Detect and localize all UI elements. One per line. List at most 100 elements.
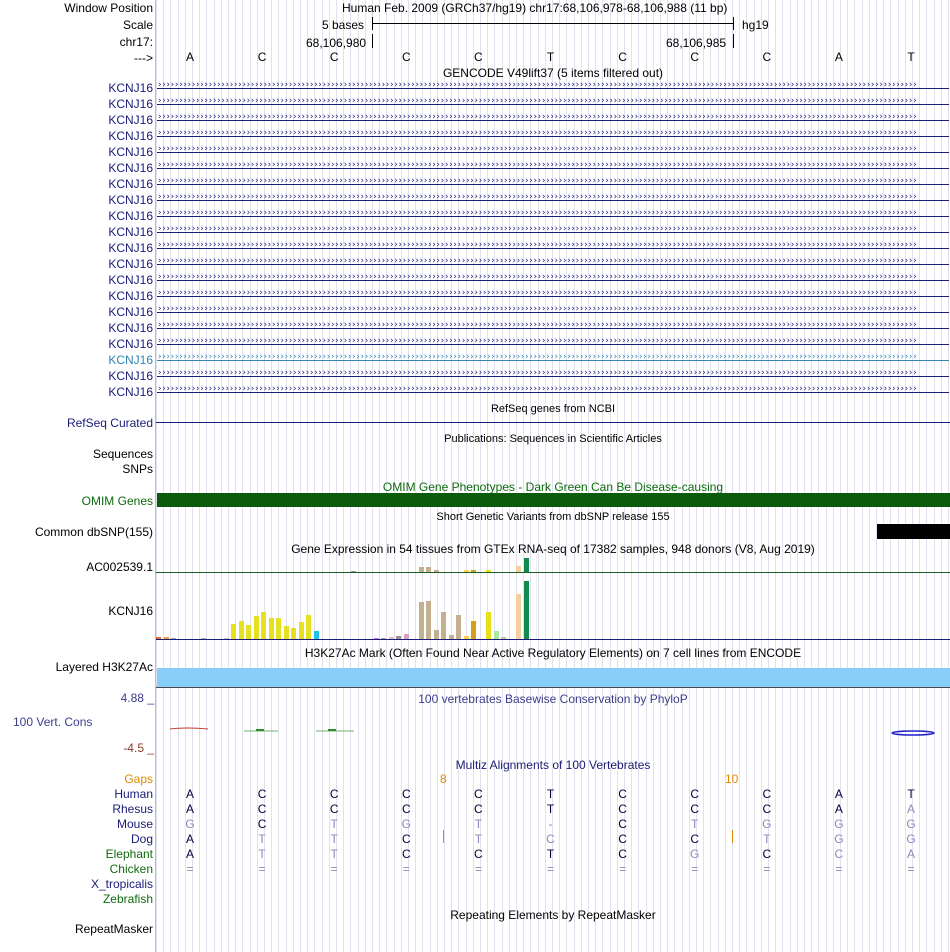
- gtex-kcnj16-bar[interactable]: [163, 636, 169, 639]
- gtex-ac002539-bar[interactable]: [418, 567, 424, 572]
- dbsnp-label[interactable]: Common dbSNP(155): [34, 525, 153, 539]
- gtex-kcnj16-bar[interactable]: [306, 615, 311, 639]
- gtex-kcnj16-bar[interactable]: [291, 628, 296, 639]
- multiz-species-label[interactable]: Human: [114, 787, 153, 801]
- gencode-transcript[interactable]: ››››››››››››››››››››››››››››››››››››››››…: [157, 112, 949, 125]
- publications-label[interactable]: Sequences: [92, 447, 153, 461]
- gencode-transcript-label[interactable]: KCNJ16: [108, 145, 153, 159]
- gtex-kcnj16-bar[interactable]: [156, 637, 161, 639]
- gtex-kcnj16-bar[interactable]: [298, 622, 304, 639]
- gtex-ac002539-bar[interactable]: [463, 569, 469, 572]
- gencode-transcript-label[interactable]: KCNJ16: [108, 209, 153, 223]
- multiz-species-label[interactable]: Zebrafish: [102, 892, 153, 906]
- gtex-kcnj16-bar[interactable]: [448, 635, 454, 639]
- gencode-transcript-label[interactable]: KCNJ16: [108, 337, 153, 351]
- gtex-kcnj16-bar[interactable]: [283, 626, 289, 639]
- gencode-transcript[interactable]: ››››››››››››››››››››››››››››››››››››››››…: [157, 224, 949, 237]
- gencode-transcript[interactable]: ››››››››››››››››››››››››››››››››››››››››…: [157, 256, 949, 269]
- gtex-kcnj16-bar[interactable]: [276, 618, 281, 639]
- gencode-transcript-label[interactable]: KCNJ16: [108, 129, 153, 143]
- gencode-transcript[interactable]: ››››››››››››››››››››››››››››››››››››››››…: [157, 384, 949, 397]
- gencode-transcript[interactable]: ››››››››››››››››››››››››››››››››››››››››…: [157, 192, 949, 205]
- gencode-transcript[interactable]: ››››››››››››››››››››››››››››››››››››››››…: [157, 336, 949, 349]
- multiz-species-label[interactable]: Chicken: [109, 862, 153, 876]
- gtex-kcnj16-bar[interactable]: [403, 634, 409, 639]
- omim-gene-bar[interactable]: [157, 493, 950, 507]
- gtex-kcnj16-bar[interactable]: [418, 601, 424, 639]
- gtex-gene-kcnj16[interactable]: KCNJ16: [108, 604, 153, 618]
- gtex-kcnj16-bar[interactable]: [201, 638, 206, 639]
- gencode-transcript[interactable]: ››››››››››››››››››››››››››››››››››››››››…: [157, 160, 949, 173]
- gencode-transcript[interactable]: ››››››››››››››››››››››››››››››››››››››››…: [157, 272, 949, 285]
- multiz-species-label[interactable]: Mouse: [116, 817, 153, 831]
- refseq-feature-line[interactable]: [156, 422, 950, 423]
- gtex-kcnj16-bar[interactable]: [373, 638, 379, 639]
- gtex-gene-ac002539[interactable]: AC002539.1: [86, 560, 153, 574]
- gencode-transcript-label[interactable]: KCNJ16: [108, 113, 153, 127]
- gtex-kcnj16-bar[interactable]: [501, 637, 506, 639]
- gtex-kcnj16-bar[interactable]: [388, 636, 394, 639]
- gencode-transcript-label[interactable]: KCNJ16: [108, 241, 153, 255]
- gencode-transcript-label[interactable]: KCNJ16: [108, 305, 153, 319]
- gtex-ac002539-bar[interactable]: [426, 567, 431, 572]
- omim-label[interactable]: OMIM Genes: [81, 494, 153, 508]
- h3k27ac-label[interactable]: Layered H3K27Ac: [55, 660, 153, 674]
- multiz-species-label[interactable]: Rhesus: [112, 802, 153, 816]
- gencode-transcript-label[interactable]: KCNJ16: [108, 177, 153, 191]
- multiz-species-label[interactable]: X_tropicalis: [90, 877, 153, 891]
- multiz-species-label[interactable]: Elephant: [105, 847, 153, 861]
- gtex-kcnj16-bar[interactable]: [238, 621, 244, 639]
- gencode-transcript[interactable]: ››››››››››››››››››››››››››››››››››››››››…: [157, 144, 949, 157]
- gencode-transcript[interactable]: ››››››››››››››››››››››››››››››››››››››››…: [157, 368, 949, 381]
- gtex-kcnj16-bar[interactable]: [523, 581, 529, 639]
- gtex-kcnj16-bar[interactable]: [381, 638, 386, 639]
- gtex-kcnj16-bar[interactable]: [456, 614, 461, 639]
- gencode-transcript-label[interactable]: KCNJ16: [108, 193, 153, 207]
- gtex-ac002539-bar[interactable]: [516, 566, 521, 572]
- snps-label[interactable]: SNPs: [122, 462, 153, 476]
- gtex-kcnj16-bar[interactable]: [426, 600, 431, 639]
- multiz-species-label[interactable]: Dog: [130, 832, 153, 846]
- gtex-ac002539-bar[interactable]: [351, 570, 356, 572]
- gtex-kcnj16-bar[interactable]: [231, 623, 236, 639]
- gtex-kcnj16-bar[interactable]: [396, 635, 401, 639]
- phylop-label[interactable]: 100 Vert. Cons: [13, 715, 93, 729]
- gtex-kcnj16-bar[interactable]: [261, 611, 266, 639]
- refseq-label[interactable]: RefSeq Curated: [66, 416, 153, 430]
- gtex-kcnj16-bar[interactable]: [486, 612, 491, 639]
- gencode-transcript-label[interactable]: KCNJ16: [108, 369, 153, 383]
- repeatmasker-label[interactable]: RepeatMasker: [74, 922, 153, 936]
- gencode-transcript[interactable]: ››››››››››››››››››››››››››››››››››››››››…: [157, 240, 949, 253]
- gtex-kcnj16-bar[interactable]: [268, 618, 274, 639]
- gtex-kcnj16-bar[interactable]: [463, 635, 469, 639]
- gtex-kcnj16-bar[interactable]: [223, 638, 229, 639]
- gencode-transcript-label[interactable]: KCNJ16: [108, 161, 153, 175]
- gtex-kcnj16-bar[interactable]: [493, 631, 499, 639]
- gencode-transcript-label[interactable]: KCNJ16: [108, 81, 153, 95]
- gtex-kcnj16-bar[interactable]: [246, 624, 251, 639]
- gencode-transcript-label[interactable]: KCNJ16: [108, 225, 153, 239]
- gencode-transcript-label[interactable]: KCNJ16: [108, 257, 153, 271]
- gtex-kcnj16-bar[interactable]: [471, 621, 476, 639]
- gtex-ac002539-bar[interactable]: [523, 558, 529, 572]
- gtex-ac002539-bar[interactable]: [486, 569, 491, 572]
- gtex-kcnj16-bar[interactable]: [516, 593, 521, 639]
- gtex-kcnj16-bar[interactable]: [171, 638, 176, 639]
- gencode-transcript[interactable]: ››››››››››››››››››››››››››››››››››››››››…: [157, 96, 949, 109]
- gencode-transcript-label[interactable]: KCNJ16: [108, 97, 153, 111]
- gencode-transcript[interactable]: ››››››››››››››››››››››››››››››››››››››››…: [157, 304, 949, 317]
- gencode-transcript[interactable]: ››››››››››››››››››››››››››››››››››››››››…: [157, 288, 949, 301]
- dbsnp-variant-block[interactable]: [877, 524, 950, 539]
- gencode-transcript-label[interactable]: KCNJ16: [108, 353, 153, 367]
- window-position-value[interactable]: Human Feb. 2009 (GRCh37/hg19) chr17:68,1…: [342, 1, 728, 15]
- gencode-transcript[interactable]: ››››››››››››››››››››››››››››››››››››››››…: [157, 352, 949, 365]
- gtex-kcnj16-bar[interactable]: [313, 631, 319, 639]
- gencode-transcript[interactable]: ››››››››››››››››››››››››››››››››››››››››…: [157, 208, 949, 221]
- gencode-transcript[interactable]: ››››››››››››››››››››››››››››››››››››››››…: [157, 320, 949, 333]
- gtex-kcnj16-bar[interactable]: [433, 629, 439, 639]
- gencode-transcript-label[interactable]: KCNJ16: [108, 321, 153, 335]
- gtex-kcnj16-bar[interactable]: [441, 612, 446, 639]
- gtex-ac002539-bar[interactable]: [433, 569, 439, 572]
- gencode-transcript-label[interactable]: KCNJ16: [108, 273, 153, 287]
- gencode-transcript-label[interactable]: KCNJ16: [108, 289, 153, 303]
